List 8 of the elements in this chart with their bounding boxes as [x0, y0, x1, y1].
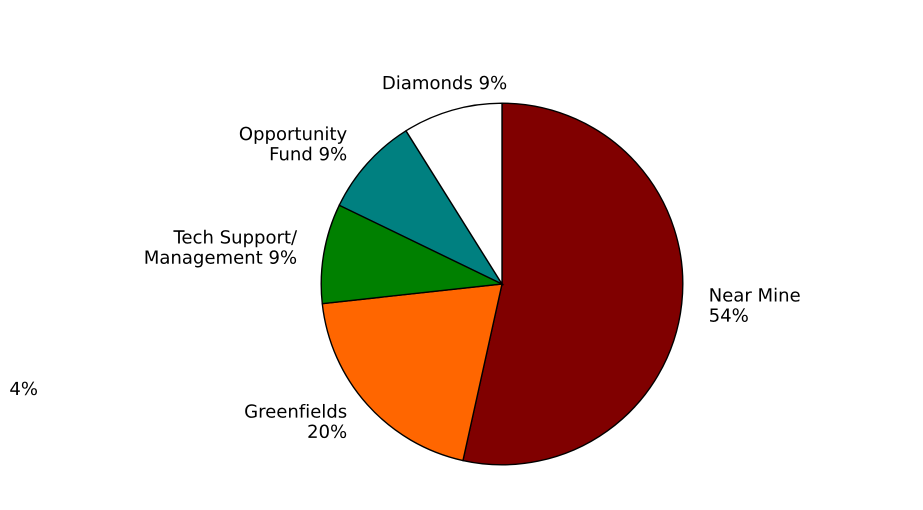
slice-label: Opportunity Fund 9%	[240, 126, 347, 161]
text: 4%	[10, 382, 38, 396]
slice-label: Near Mine	[710, 288, 800, 302]
slice-label: Greenfields	[245, 404, 346, 418]
data-label: 54%	[710, 308, 748, 322]
data-label: 20%	[308, 424, 346, 438]
slice-label: Diamonds 9%	[384, 75, 506, 90]
slice-label: Tech Support/ Management 9%	[146, 230, 298, 268]
